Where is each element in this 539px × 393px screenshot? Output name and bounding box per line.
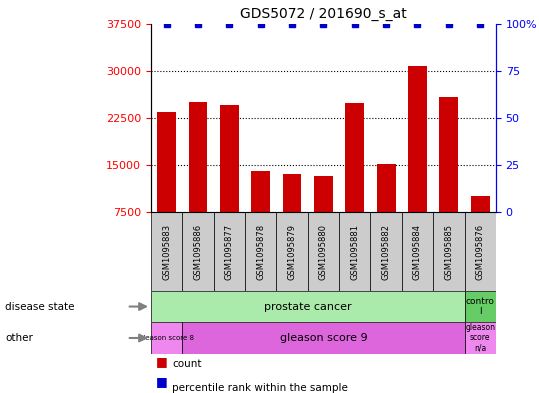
Bar xyxy=(408,66,427,212)
Text: GSM1095879: GSM1095879 xyxy=(287,224,296,279)
Text: GSM1095884: GSM1095884 xyxy=(413,224,422,279)
Text: ■: ■ xyxy=(156,356,168,369)
Text: percentile rank within the sample: percentile rank within the sample xyxy=(172,383,348,393)
Bar xyxy=(282,174,301,212)
Text: gleason score 9: gleason score 9 xyxy=(280,333,367,343)
Bar xyxy=(471,196,489,212)
Bar xyxy=(433,212,465,291)
Text: GSM1095880: GSM1095880 xyxy=(319,224,328,279)
Bar xyxy=(465,291,496,322)
Bar xyxy=(182,212,213,291)
Bar xyxy=(251,171,270,212)
Bar xyxy=(213,212,245,291)
Bar xyxy=(465,212,496,291)
Text: GSM1095885: GSM1095885 xyxy=(444,224,453,279)
Text: gleason
score
n/a: gleason score n/a xyxy=(465,323,495,353)
Bar xyxy=(314,176,333,212)
Text: GSM1095878: GSM1095878 xyxy=(256,224,265,279)
Bar xyxy=(339,212,370,291)
Bar xyxy=(277,212,308,291)
Text: GSM1095876: GSM1095876 xyxy=(476,224,485,279)
Bar xyxy=(157,112,176,212)
Bar xyxy=(189,102,208,212)
Bar xyxy=(220,105,239,212)
Bar xyxy=(465,322,496,354)
Bar xyxy=(402,212,433,291)
Text: GSM1095881: GSM1095881 xyxy=(350,224,360,279)
Bar xyxy=(151,322,182,354)
Bar xyxy=(439,97,458,212)
Bar xyxy=(377,164,396,212)
Bar xyxy=(345,103,364,212)
Text: GSM1095882: GSM1095882 xyxy=(382,224,391,279)
Text: gleason score 8: gleason score 8 xyxy=(139,335,194,341)
Bar xyxy=(308,212,339,291)
Text: ■: ■ xyxy=(156,375,168,388)
Text: other: other xyxy=(5,333,33,343)
Text: GSM1095886: GSM1095886 xyxy=(194,224,203,279)
Text: contro
l: contro l xyxy=(466,297,495,316)
Text: disease state: disease state xyxy=(5,301,75,312)
Bar xyxy=(182,322,465,354)
Bar xyxy=(151,212,182,291)
Text: prostate cancer: prostate cancer xyxy=(264,301,351,312)
Text: GSM1095883: GSM1095883 xyxy=(162,224,171,279)
Text: count: count xyxy=(172,360,202,369)
Text: GSM1095877: GSM1095877 xyxy=(225,224,234,279)
Title: GDS5072 / 201690_s_at: GDS5072 / 201690_s_at xyxy=(240,7,407,21)
Bar xyxy=(370,212,402,291)
Bar xyxy=(245,212,277,291)
